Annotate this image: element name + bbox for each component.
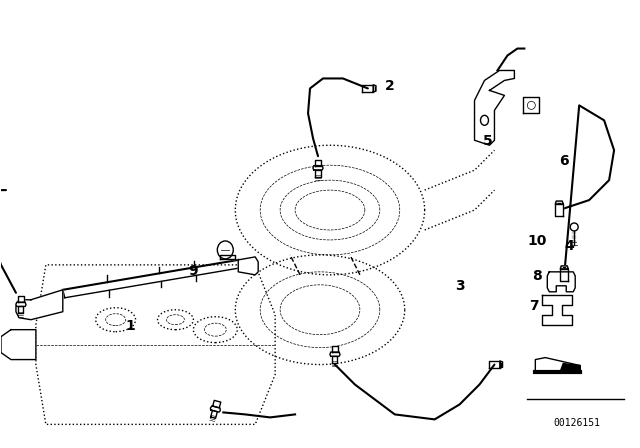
- Polygon shape: [332, 356, 337, 363]
- Polygon shape: [313, 166, 323, 170]
- Polygon shape: [556, 201, 563, 204]
- Text: 3: 3: [455, 279, 465, 293]
- Polygon shape: [316, 170, 321, 177]
- Polygon shape: [489, 361, 500, 368]
- Polygon shape: [524, 97, 540, 113]
- Text: 00126151: 00126151: [554, 418, 601, 428]
- Polygon shape: [238, 257, 258, 275]
- Polygon shape: [315, 159, 321, 166]
- Text: 5: 5: [483, 134, 492, 148]
- Text: 6: 6: [559, 154, 569, 168]
- Text: 1: 1: [125, 319, 136, 333]
- Polygon shape: [17, 296, 24, 302]
- Polygon shape: [500, 361, 502, 368]
- Text: 4: 4: [564, 239, 574, 253]
- Polygon shape: [330, 352, 340, 356]
- Polygon shape: [556, 204, 563, 216]
- Text: 9: 9: [189, 264, 198, 278]
- Polygon shape: [332, 346, 339, 352]
- Polygon shape: [212, 401, 221, 408]
- Polygon shape: [19, 306, 24, 313]
- Polygon shape: [535, 358, 580, 371]
- Polygon shape: [474, 70, 515, 145]
- Text: 8: 8: [532, 269, 542, 283]
- Polygon shape: [16, 290, 63, 320]
- Polygon shape: [1, 330, 36, 360]
- Polygon shape: [560, 364, 580, 371]
- Polygon shape: [547, 272, 575, 292]
- Polygon shape: [16, 302, 26, 306]
- Text: 2: 2: [385, 79, 395, 94]
- Polygon shape: [220, 255, 236, 259]
- Polygon shape: [560, 269, 568, 281]
- Text: 10: 10: [527, 234, 547, 248]
- Polygon shape: [362, 85, 373, 92]
- Polygon shape: [542, 295, 572, 325]
- Text: 7: 7: [529, 299, 539, 313]
- Polygon shape: [211, 410, 218, 418]
- Polygon shape: [560, 266, 568, 269]
- Polygon shape: [211, 406, 220, 412]
- Polygon shape: [373, 85, 376, 92]
